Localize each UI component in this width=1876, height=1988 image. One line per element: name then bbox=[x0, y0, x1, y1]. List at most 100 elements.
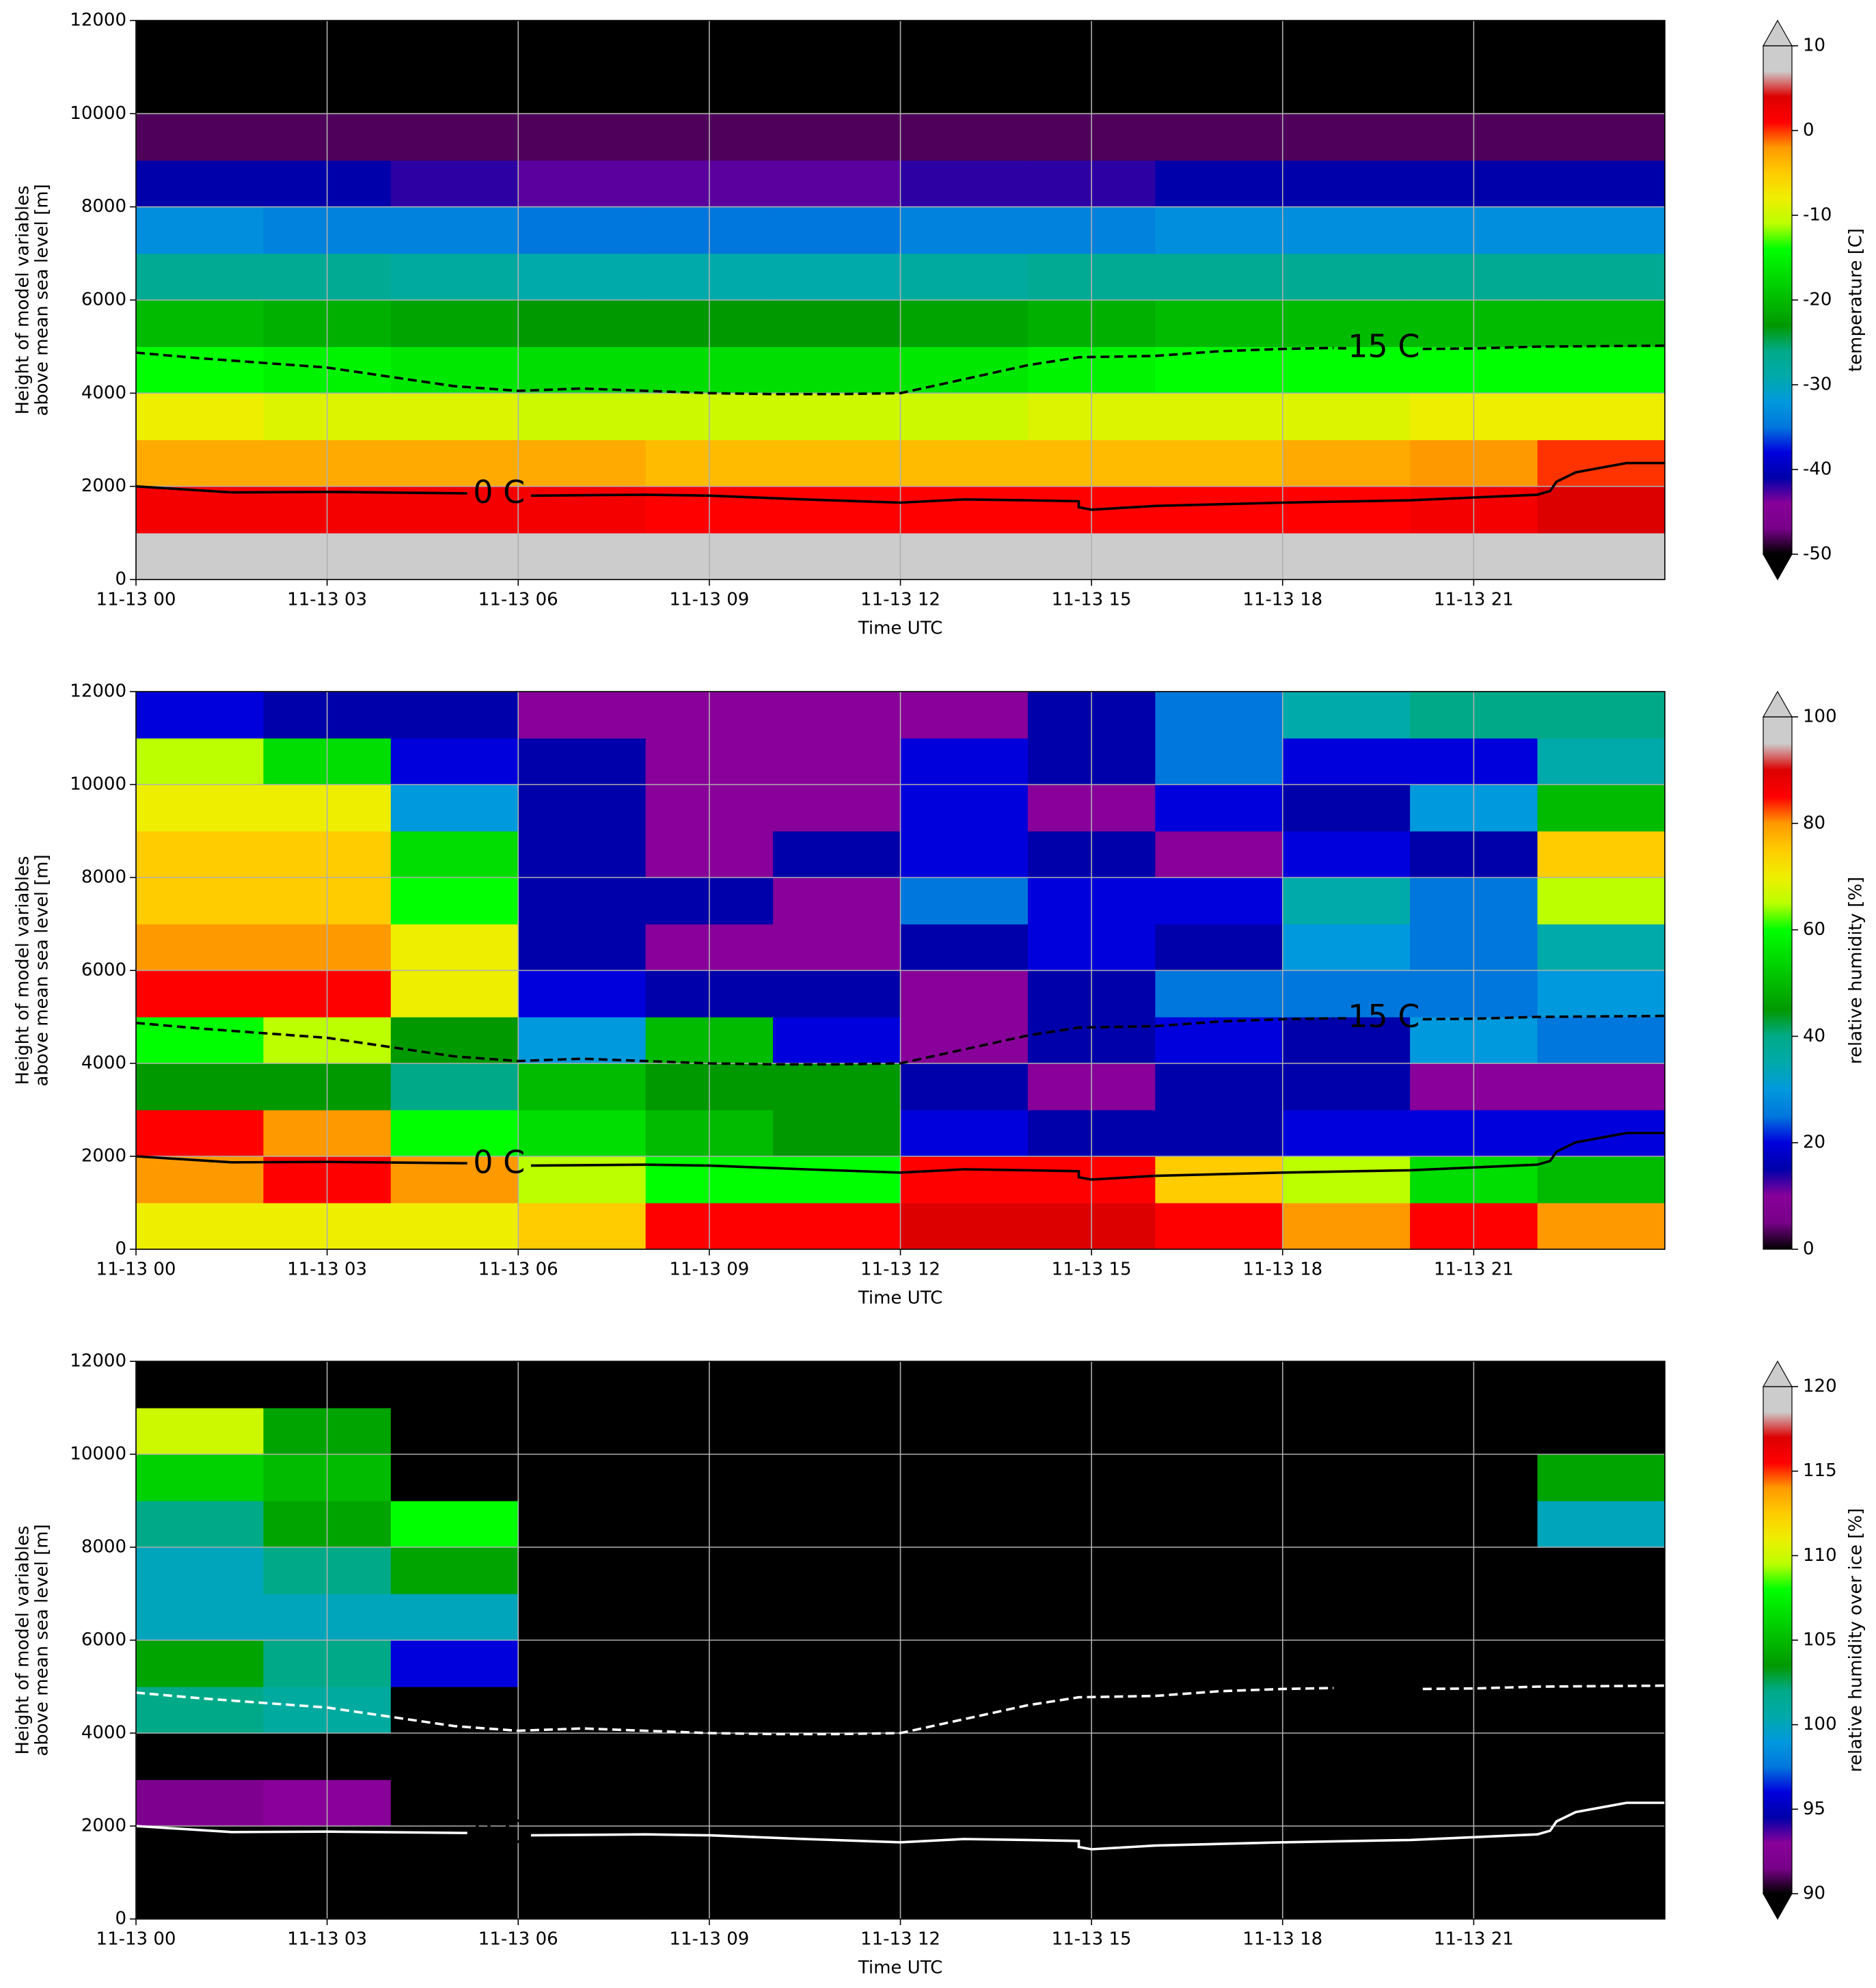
contour-line bbox=[135, 461, 1665, 511]
heatmap-cell bbox=[518, 1501, 647, 1548]
heatmap-cell bbox=[900, 1063, 1029, 1111]
heatmap-cell bbox=[136, 439, 264, 487]
heatmap-cell bbox=[1282, 877, 1411, 925]
y-tick-label: 6000 bbox=[81, 960, 126, 981]
heatmap-cell bbox=[773, 532, 901, 580]
heatmap-cell bbox=[136, 21, 264, 68]
heatmap-cell bbox=[1155, 1733, 1283, 1780]
y-tick-label: 6000 bbox=[81, 290, 126, 310]
heatmap-cell bbox=[518, 1594, 647, 1641]
x-tick-label: 11-13 00 bbox=[96, 590, 176, 610]
heatmap-cell bbox=[900, 831, 1029, 878]
heatmap-cell bbox=[900, 1408, 1029, 1455]
heatmap-cell bbox=[1282, 1361, 1411, 1408]
y-tick-label: 8000 bbox=[81, 867, 126, 888]
heatmap-cell bbox=[518, 924, 647, 971]
heatmap-cell bbox=[1155, 439, 1283, 487]
heatmap-cell bbox=[900, 1733, 1029, 1780]
heatmap-cell bbox=[390, 1873, 519, 1920]
heatmap-cell bbox=[136, 1203, 264, 1250]
x-tick-label: 11-13 18 bbox=[1242, 1259, 1322, 1280]
colorbar-tick-label: 10 bbox=[1803, 36, 1825, 56]
x-tick-label: 11-13 09 bbox=[669, 1259, 749, 1280]
heatmap-cell bbox=[390, 206, 519, 254]
heatmap-cell bbox=[1155, 393, 1283, 441]
heatmap-cell bbox=[1282, 1156, 1411, 1203]
x-tick-label: 11-13 15 bbox=[1052, 590, 1132, 610]
heatmap-cell bbox=[773, 1501, 901, 1548]
x-tick-label: 11-13 00 bbox=[96, 1259, 176, 1280]
heatmap-cell bbox=[1282, 831, 1411, 878]
heatmap-cell bbox=[1155, 1547, 1283, 1594]
heatmap-cell bbox=[1155, 1640, 1283, 1687]
heatmap-cell bbox=[518, 439, 647, 487]
heatmap-cell bbox=[1537, 1408, 1666, 1455]
heatmap-cell bbox=[1155, 924, 1283, 971]
colorbar-tick-label: -40 bbox=[1803, 459, 1832, 480]
heatmap-cell bbox=[390, 67, 519, 114]
heatmap-cell bbox=[136, 877, 264, 925]
heatmap-cell bbox=[900, 738, 1029, 785]
heatmap-cell bbox=[390, 924, 519, 971]
y-tick-label: 2000 bbox=[81, 1146, 126, 1167]
heatmap-cell bbox=[900, 1361, 1029, 1408]
heatmap-cell bbox=[900, 1203, 1029, 1250]
heatmap-cell bbox=[773, 738, 901, 785]
heatmap-cell bbox=[900, 253, 1029, 301]
heatmap-cell bbox=[1282, 1110, 1411, 1157]
heatmap-cell bbox=[900, 113, 1029, 161]
heatmap-cell bbox=[773, 21, 901, 68]
heatmap-cell bbox=[136, 300, 264, 347]
heatmap-cell bbox=[1155, 253, 1283, 301]
y-axis-label: above mean sea level [m] bbox=[32, 184, 53, 416]
heatmap-cell bbox=[518, 1826, 647, 1873]
heatmap-cell bbox=[773, 1203, 901, 1250]
heatmap-cell bbox=[1537, 253, 1666, 301]
y-tick-label: 2000 bbox=[81, 476, 126, 496]
colorbar-tick-label: 95 bbox=[1803, 1799, 1825, 1819]
heatmap-cell bbox=[518, 1640, 647, 1687]
heatmap-cell bbox=[518, 1063, 647, 1111]
heatmap-cell bbox=[773, 486, 901, 534]
y-tick-label: 0 bbox=[115, 569, 126, 590]
heatmap-cell bbox=[1155, 1063, 1283, 1111]
x-tick-label: 11-13 03 bbox=[287, 590, 367, 610]
heatmap-cell bbox=[390, 1780, 519, 1827]
heatmap-cell bbox=[1537, 1017, 1666, 1064]
heatmap-cell bbox=[773, 1156, 901, 1203]
colorbar-tick-label: 0 bbox=[1803, 1239, 1814, 1259]
heatmap-cell bbox=[1282, 970, 1411, 1018]
contour-label: -15 C bbox=[1337, 327, 1420, 364]
heatmap-cell bbox=[390, 831, 519, 878]
y-tick-label: 4000 bbox=[81, 383, 126, 403]
heatmap-cell bbox=[1155, 1156, 1283, 1203]
heatmap-cell bbox=[773, 1454, 901, 1501]
heatmap-cell bbox=[136, 1733, 264, 1780]
heatmap-cell bbox=[773, 1408, 901, 1455]
x-axis-label: Time UTC bbox=[858, 1288, 942, 1309]
x-tick-label: 11-13 15 bbox=[1052, 1929, 1132, 1950]
heatmap-cell bbox=[518, 532, 647, 580]
heatmap-cell bbox=[1282, 21, 1411, 68]
colorbar-tick-label: 0 bbox=[1803, 120, 1814, 141]
heatmap-cell bbox=[773, 1594, 901, 1641]
heatmap-cell bbox=[390, 21, 519, 68]
heatmap-cell bbox=[1537, 1873, 1666, 1920]
heatmap-cell bbox=[1155, 831, 1283, 878]
heatmap-cell bbox=[773, 206, 901, 254]
heatmap-cell bbox=[390, 970, 519, 1018]
heatmap-cell bbox=[900, 393, 1029, 441]
x-tick-label: 11-13 12 bbox=[860, 1929, 940, 1950]
heatmap-cell bbox=[1155, 785, 1283, 832]
colorbar-tick-label: 110 bbox=[1803, 1545, 1837, 1566]
heatmap-cell bbox=[773, 300, 901, 347]
colorbar-frame bbox=[1763, 716, 1793, 1250]
y-axis-label: Height of model variables bbox=[13, 856, 33, 1085]
heatmap-cell bbox=[518, 692, 647, 739]
heatmap-cell bbox=[518, 253, 647, 301]
heatmap-cell bbox=[518, 1408, 647, 1455]
heatmap-cell bbox=[136, 692, 264, 739]
colorbar-extend-min bbox=[1762, 1893, 1793, 1920]
heatmap-cell bbox=[518, 1454, 647, 1501]
heatmap-cell bbox=[518, 877, 647, 925]
